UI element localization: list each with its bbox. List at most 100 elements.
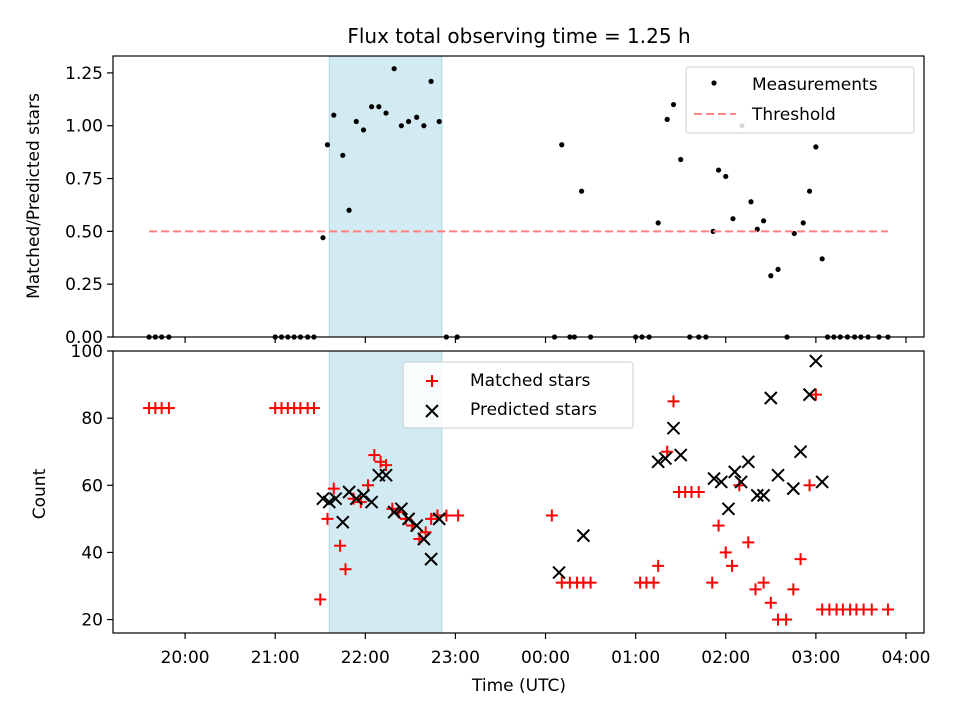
legend-threshold-label: Threshold [751,105,836,125]
matched-star-point [865,603,878,616]
matched-star-point [787,583,800,596]
legend-matched-marker [426,375,438,387]
predicted-star-point [741,455,755,469]
matched-star-point [803,479,816,492]
predicted-star-point [417,532,431,546]
x-tick-label: 23:00 [431,648,480,668]
top-panel: 0.00 0.25 0.50 0.75 1.00 1.25 Matched/Predict… [24,55,925,348]
predicted-star-point [728,465,742,479]
y-tick-label: 20 [81,611,103,631]
measurement-point [678,156,684,163]
predicted-star-point [815,475,829,489]
predicted-star-point [771,468,785,482]
measurement-point [360,127,367,133]
y-tick-label: 1.25 [65,64,103,84]
x-tick-label: 22:00 [341,648,390,668]
top-observing-window [328,55,443,338]
predicted-star-point [764,391,778,405]
predicted-star-point [394,502,409,516]
top-legend-box [685,66,915,134]
matched-star-point [706,576,719,589]
matched-star-point [652,559,665,572]
measurement-point [819,256,825,262]
predicted-star-point [316,492,330,506]
matched-star-point [726,559,739,572]
matched-star-point [162,402,175,415]
y-tick-label: 0.00 [65,328,103,348]
predicted-star-point [379,468,393,482]
matched-star-point [545,509,558,522]
bottom-x-ticks: 20:00 21:00 22:00 23:00 00:00 01:00 02:00 03:00… [161,633,930,668]
matched-star-point [794,553,807,566]
matched-star-point [584,576,597,589]
matched-star-point [425,512,438,525]
predicted-star-point [707,471,721,486]
x-tick-label: 04:00 [881,648,930,668]
predicted-star-point [658,451,673,466]
matched-star-point [307,402,320,415]
matched-star-point [314,593,327,606]
y-tick-label: 100 [71,342,103,362]
measurement-point [383,110,389,116]
matched-star-point [749,583,762,596]
x-tick-label: 00:00 [521,648,570,668]
predicted-star-point [734,475,748,489]
matched-star-point [368,449,381,462]
measurement-point [331,112,337,118]
matched-star-point [321,512,334,525]
y-tick-label: 0.50 [65,222,103,242]
matched-star-point [719,546,732,559]
measurement-point [405,118,412,125]
predicted-star-point [721,502,736,516]
x-axis-label: Time (UTC) [471,676,566,696]
predicted-star-point [651,455,665,469]
legend-matched-label: Matched stars [470,371,590,391]
top-x-ticks [184,337,907,343]
measurement-point [428,78,434,84]
predicted-star-point [802,387,817,402]
measurement-point [559,142,565,148]
measurement-point [748,199,754,205]
matched-star-point [334,539,347,552]
measurement-point [369,104,375,110]
bottom-y-axis-label: Count [30,468,50,519]
legend-measurements-label: Measurements [752,75,878,95]
predicted-star-point [322,495,336,509]
measurement-point [421,123,427,129]
y-tick-label: 0.75 [65,170,103,190]
x-tick-label: 01:00 [611,648,660,668]
bottom-panel: 20 40 60 80 100 20:00 21:00 22:00 23:00 00:00 01:… [30,342,930,696]
x-tick-label: 03:00 [791,648,840,668]
matched-star-point [380,459,393,472]
measurement-point [578,188,585,194]
matched-star-point [742,536,755,549]
y-tick-label: 60 [81,476,103,496]
legend-predicted-label: Predicted stars [470,400,597,420]
top-y-ticks: 0.00 0.25 0.50 0.75 1.00 1.25 [65,64,113,348]
measurement-point [723,173,729,180]
predicted-star-point [809,354,823,368]
predicted-star-point [387,505,401,519]
measurement-point [813,144,819,150]
x-tick-label: 02:00 [701,648,750,668]
x-tick-label: 21:00 [251,648,300,668]
measurement-point [761,218,767,224]
measurement-point [715,167,722,173]
matched-star-point [881,603,894,616]
predicted-star-point [673,448,688,462]
predicted-star-point [424,552,438,566]
matched-star-point [667,395,680,408]
measurement-point [414,114,420,120]
predicted-star-point [409,518,424,533]
measurement-point [730,216,736,222]
matched-star-point [757,576,770,589]
measurement-point [391,66,397,72]
y-tick-label: 1.00 [65,117,103,137]
measurement-point [800,220,806,226]
matched-star-point [362,479,375,492]
legend-measurements-marker [711,80,717,86]
measurement-point [353,118,359,125]
matched-star-point [764,596,777,609]
predicted-star-point [666,421,681,435]
